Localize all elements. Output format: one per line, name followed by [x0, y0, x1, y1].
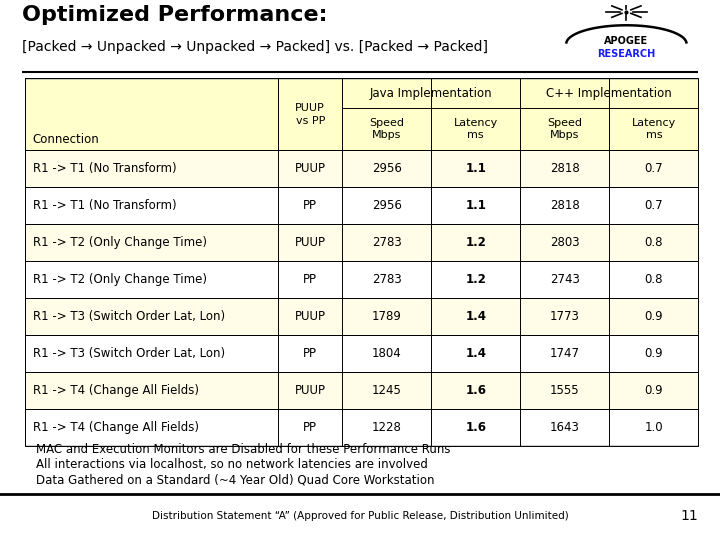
Text: APOGEE: APOGEE [604, 36, 649, 46]
Text: R1 -> T4 (Change All Fields): R1 -> T4 (Change All Fields) [33, 383, 199, 396]
Text: 2818: 2818 [550, 199, 580, 212]
Text: 1245: 1245 [372, 383, 402, 396]
Text: Distribution Statement “A” (Approved for Public Release, Distribution Unlimited): Distribution Statement “A” (Approved for… [152, 511, 568, 521]
Text: 0.9: 0.9 [644, 383, 663, 396]
Text: R1 -> T3 (Switch Order Lat, Lon): R1 -> T3 (Switch Order Lat, Lon) [33, 309, 225, 323]
Text: All interactions via localhost, so no network latencies are involved: All interactions via localhost, so no ne… [36, 458, 428, 471]
Text: 0.9: 0.9 [644, 347, 663, 360]
Text: 0.7: 0.7 [644, 162, 663, 175]
Text: 1.1: 1.1 [465, 199, 486, 212]
Bar [25, 298, 698, 335]
Bar [25, 150, 698, 187]
Text: PP: PP [303, 421, 318, 434]
Text: R1 -> T4 (Change All Fields): R1 -> T4 (Change All Fields) [33, 421, 199, 434]
Text: Java Implementation: Java Implementation [370, 87, 492, 100]
Text: MAC and Execution Monitors are Disabled for these Performance Runs: MAC and Execution Monitors are Disabled … [36, 443, 451, 456]
Text: Latency
ms: Latency ms [454, 118, 498, 140]
Text: 2783: 2783 [372, 236, 402, 249]
Text: 1773: 1773 [550, 309, 580, 323]
Text: 1804: 1804 [372, 347, 402, 360]
Text: PUUP: PUUP [294, 162, 325, 175]
Text: Latency
ms: Latency ms [631, 118, 676, 140]
Text: 0.8: 0.8 [644, 236, 663, 249]
Text: 2818: 2818 [550, 162, 580, 175]
Bar [430, 78, 433, 109]
Text: 1.2: 1.2 [465, 236, 486, 249]
Text: PUUP: PUUP [294, 309, 325, 323]
Text: 0.8: 0.8 [644, 273, 663, 286]
Text: PUUP: PUUP [294, 236, 325, 249]
Text: Speed
Mbps: Speed Mbps [369, 118, 404, 140]
Text: 1747: 1747 [550, 347, 580, 360]
Text: R1 -> T1 (No Transform): R1 -> T1 (No Transform) [33, 162, 177, 175]
Text: PUUP: PUUP [294, 383, 325, 396]
Text: 1789: 1789 [372, 309, 402, 323]
Text: C++ Implementation: C++ Implementation [546, 87, 672, 100]
Text: RESEARCH: RESEARCH [598, 49, 655, 59]
Text: R1 -> T2 (Only Change Time): R1 -> T2 (Only Change Time) [33, 236, 207, 249]
Text: [Packed → Unpacked → Unpacked → Packed] vs. [Packed → Packed]: [Packed → Unpacked → Unpacked → Packed] … [22, 40, 487, 54]
Text: 11: 11 [680, 509, 698, 523]
Text: Optimized Performance:: Optimized Performance: [22, 5, 327, 25]
Text: 1555: 1555 [550, 383, 580, 396]
Text: 2956: 2956 [372, 162, 402, 175]
Text: 0.7: 0.7 [644, 199, 663, 212]
Text: 1.0: 1.0 [644, 421, 663, 434]
Text: 1.6: 1.6 [465, 421, 486, 434]
Text: PP: PP [303, 273, 318, 286]
Text: 2743: 2743 [550, 273, 580, 286]
Text: 2956: 2956 [372, 199, 402, 212]
Text: PUUP
vs PP: PUUP vs PP [295, 103, 325, 126]
Bar [25, 78, 698, 150]
Text: 1.6: 1.6 [465, 383, 486, 396]
Text: 2803: 2803 [550, 236, 580, 249]
Bar [25, 372, 698, 409]
Text: 1228: 1228 [372, 421, 402, 434]
Text: PP: PP [303, 199, 318, 212]
Text: PP: PP [303, 347, 318, 360]
Text: 1.4: 1.4 [465, 309, 486, 323]
Text: 1643: 1643 [550, 421, 580, 434]
Bar [25, 409, 698, 446]
Text: R1 -> T3 (Switch Order Lat, Lon): R1 -> T3 (Switch Order Lat, Lon) [33, 347, 225, 360]
Text: 2783: 2783 [372, 273, 402, 286]
Text: Speed
Mbps: Speed Mbps [547, 118, 582, 140]
Text: R1 -> T2 (Only Change Time): R1 -> T2 (Only Change Time) [33, 273, 207, 286]
Text: R1 -> T1 (No Transform): R1 -> T1 (No Transform) [33, 199, 177, 212]
Text: Data Gathered on a Standard (~4 Year Old) Quad Core Workstation: Data Gathered on a Standard (~4 Year Old… [36, 474, 434, 487]
Bar [608, 78, 611, 109]
Text: 0.9: 0.9 [644, 309, 663, 323]
Text: 1.2: 1.2 [465, 273, 486, 286]
Bar [25, 261, 698, 298]
Text: 1.1: 1.1 [465, 162, 486, 175]
Bar [25, 187, 698, 224]
Bar [25, 335, 698, 372]
Text: Connection: Connection [32, 133, 99, 146]
Bar [25, 224, 698, 261]
Text: 1.4: 1.4 [465, 347, 486, 360]
